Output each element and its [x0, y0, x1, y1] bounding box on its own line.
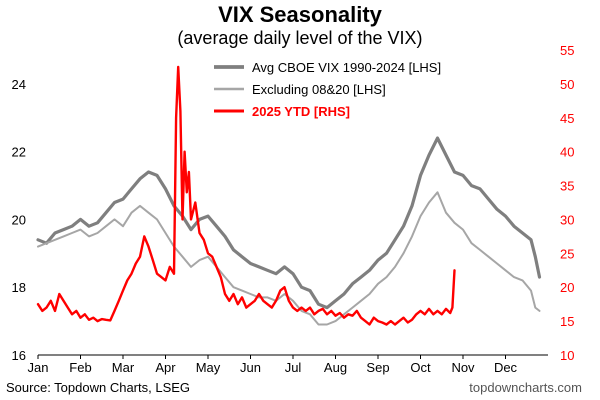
y-right-tick-label: 25: [560, 246, 574, 261]
y-right-tick-label: 15: [560, 314, 574, 329]
y-left-tick-label: 22: [12, 145, 26, 160]
series-line-avg: [36, 136, 542, 310]
chart-title: VIX Seasonality: [218, 2, 382, 27]
x-tick-label: Sep: [366, 360, 389, 375]
series-line-excluding: [37, 191, 541, 326]
x-tick-label: Jul: [285, 360, 302, 375]
y-right-tick-label: 20: [560, 280, 574, 295]
y-right-tick-label: 30: [560, 212, 574, 227]
x-tick-label: Dec: [494, 360, 518, 375]
x-tick-label: Oct: [410, 360, 431, 375]
y-right-tick-label: 40: [560, 145, 574, 160]
y-left-tick-label: 18: [12, 280, 26, 295]
credit-note: topdowncharts.com: [469, 380, 582, 395]
x-tick-label: Mar: [112, 360, 135, 375]
y-left-tick-label: 16: [12, 348, 26, 363]
y-left-tick-label: 20: [12, 212, 26, 227]
source-note: Source: Topdown Charts, LSEG: [6, 380, 191, 395]
x-tick-label: Feb: [69, 360, 91, 375]
legend-label: Avg CBOE VIX 1990-2024 [LHS]: [252, 60, 441, 75]
y-right-tick-label: 35: [560, 179, 574, 194]
legend-label: Excluding 08&20 [LHS]: [252, 82, 386, 97]
y-left-tick-label: 24: [12, 77, 26, 92]
x-tick-label: May: [196, 360, 221, 375]
x-tick-label: Aug: [324, 360, 347, 375]
y-right-tick-label: 50: [560, 77, 574, 92]
series-line-2025-ytd: [36, 65, 456, 326]
y-right-tick-label: 55: [560, 43, 574, 58]
x-tick-label: Nov: [451, 360, 475, 375]
x-tick-label: Jun: [240, 360, 261, 375]
x-tick-label: Jan: [28, 360, 49, 375]
y-right-tick-label: 10: [560, 348, 574, 363]
legend-label: 2025 YTD [RHS]: [252, 104, 350, 119]
y-right-tick-label: 45: [560, 111, 574, 126]
chart-subtitle: (average daily level of the VIX): [177, 28, 423, 48]
x-tick-label: Apr: [155, 360, 176, 375]
